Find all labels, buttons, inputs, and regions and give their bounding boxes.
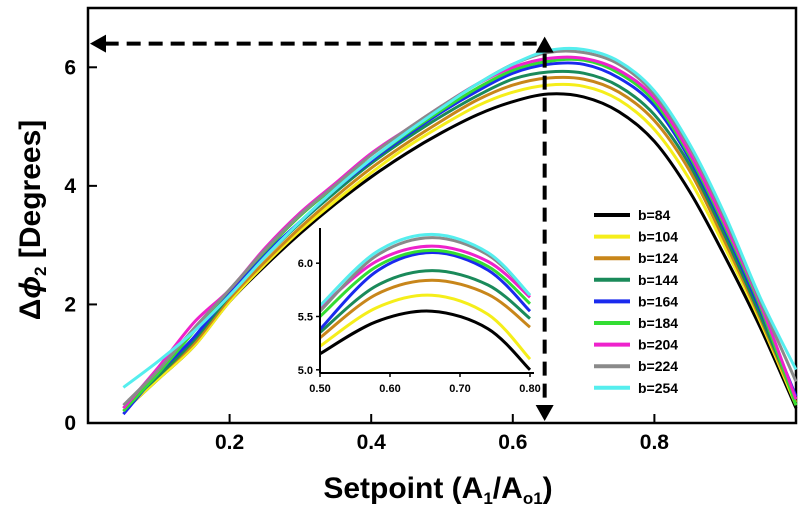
main-series-lines	[122, 46, 798, 416]
legend-label: b=104	[638, 229, 678, 245]
down-arrowhead	[535, 405, 554, 421]
inset-line-b-104	[319, 293, 532, 361]
inset-x-tick-label: 0.50	[309, 383, 330, 395]
legend-item-b-164: b=164	[594, 293, 678, 309]
x-axis-label: Setpoint (A1/Ao1)	[323, 472, 552, 506]
inset-line-b-204	[319, 244, 531, 310]
legend: b=84 b=104 b=124 b=144 b=164 b=184 b=204 b=224 b…	[594, 207, 678, 396]
series-line-b-124	[122, 75, 798, 410]
legend-item-b-84: b=84	[594, 207, 671, 223]
legend-item-b-224: b=224	[594, 358, 678, 374]
inset-line-b-84	[319, 309, 532, 371]
legend-item-b-104: b=104	[594, 229, 678, 245]
legend-item-b-254: b=254	[594, 380, 678, 396]
x-tick-label: 0.4	[357, 431, 387, 454]
left-arrowhead	[90, 34, 106, 53]
y-tick-label: 2	[64, 293, 76, 316]
inset-x-tick-label: 0.80	[519, 383, 540, 395]
inset-line-b-144	[319, 269, 531, 334]
series-line-b-104	[122, 82, 798, 413]
inset-axes: 0.50 0.60 0.70 0.80 5.0 5.5 6.0	[298, 228, 541, 395]
legend-label: b=204	[638, 337, 678, 353]
y-tick-label: 4	[64, 175, 76, 198]
inset-line-b-124	[319, 278, 531, 339]
inset-y-tick-label: 5.0	[298, 365, 313, 377]
inset-x-tick-label: 0.60	[379, 383, 400, 395]
x-tick-label: 0.2	[215, 431, 244, 454]
x-tick-label: 0.6	[498, 431, 527, 454]
legend-item-b-124: b=124	[594, 250, 678, 266]
peak-annotation-arrows	[90, 34, 554, 421]
legend-item-b-144: b=144	[594, 272, 678, 288]
inset-y-tick-label: 5.5	[298, 311, 313, 323]
plot-frame	[86, 6, 798, 425]
inset-line-b-184	[319, 248, 532, 318]
legend-label: b=144	[638, 272, 678, 288]
legend-item-b-184: b=184	[594, 315, 678, 331]
legend-label: b=164	[638, 293, 678, 309]
legend-label: b=224	[638, 358, 678, 374]
legend-item-b-204: b=204	[594, 337, 678, 353]
x-tick-label: 0.8	[640, 431, 670, 454]
inset-y-tick-label: 6.0	[298, 258, 313, 270]
inset-line-b-164	[318, 250, 532, 331]
inset-line-b-254	[318, 232, 532, 307]
y-tick-label: 0	[64, 412, 76, 435]
y-axis-label: Δϕ2 [Degrees]	[14, 120, 50, 320]
inset-x-tick-label: 0.70	[449, 383, 470, 395]
legend-label: b=184	[638, 315, 678, 331]
legend-label: b=84	[638, 207, 671, 223]
legend-label: b=124	[638, 250, 678, 266]
up-arrowhead	[535, 36, 554, 53]
series-line-b-254	[122, 46, 798, 389]
legend-label: b=254	[638, 380, 678, 396]
inset-series-lines	[318, 232, 532, 371]
y-tick-label: 6	[64, 56, 76, 79]
